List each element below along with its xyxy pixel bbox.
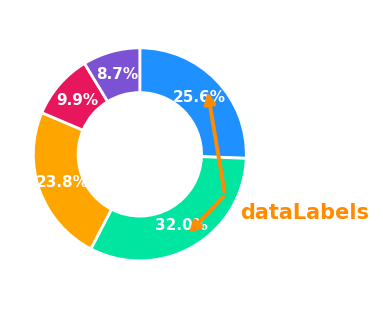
Text: 25.6%: 25.6% (173, 89, 226, 105)
Wedge shape (42, 63, 108, 130)
Text: 9.9%: 9.9% (56, 93, 98, 108)
Wedge shape (140, 48, 246, 158)
Text: 23.8%: 23.8% (36, 175, 88, 190)
Text: 32.0%: 32.0% (155, 218, 208, 233)
Wedge shape (91, 157, 246, 261)
Wedge shape (85, 48, 140, 102)
Text: 8.7%: 8.7% (97, 68, 139, 82)
Wedge shape (33, 113, 111, 249)
Text: dataLabels: dataLabels (241, 203, 369, 223)
